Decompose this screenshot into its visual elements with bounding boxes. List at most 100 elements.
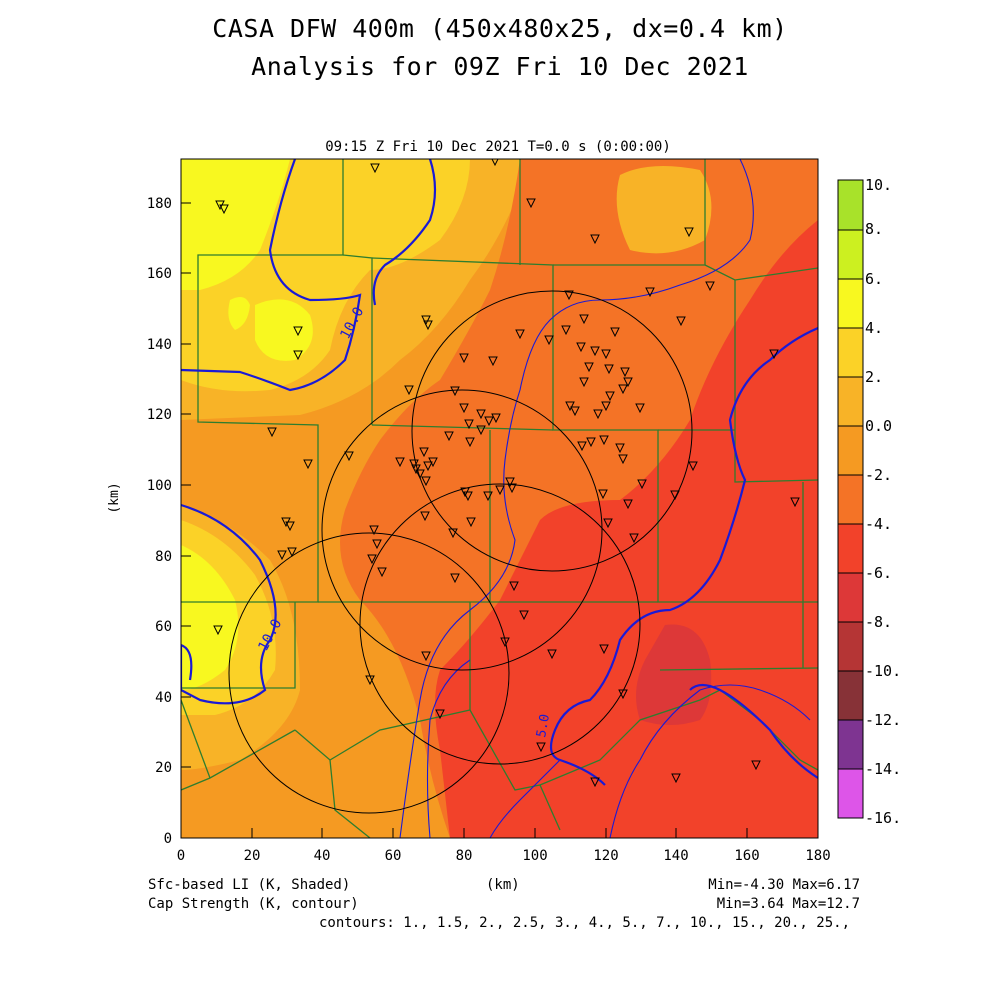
colorbar-label: -12. <box>865 711 901 729</box>
station-marker <box>590 234 600 245</box>
y-tick-label: 0 <box>164 831 172 847</box>
colorbar-label: -6. <box>865 564 892 582</box>
station-marker <box>415 469 425 480</box>
station-marker <box>590 777 600 788</box>
station-marker <box>615 443 625 454</box>
station-marker <box>463 491 473 502</box>
station-marker <box>618 454 628 465</box>
station-marker <box>370 163 380 174</box>
station-marker <box>688 461 698 472</box>
station-marker <box>448 528 458 539</box>
colorbar-label: -4. <box>865 515 892 533</box>
x-tick-label: 60 <box>385 848 402 864</box>
station-marker <box>576 342 586 353</box>
station-marker <box>421 651 431 662</box>
station-marker <box>367 554 377 565</box>
station-marker <box>435 709 445 720</box>
station-marker <box>365 675 375 686</box>
li-band-6-8 <box>181 159 290 290</box>
station-marker <box>507 483 517 494</box>
colorbar-labels: 10. 8. 6. 4. 2. 0.0 -2. -4. -6. -8. -10.… <box>865 176 901 827</box>
station-marker <box>213 625 223 636</box>
station-markers <box>213 159 800 788</box>
y-tick-label: 20 <box>155 760 172 776</box>
station-marker <box>790 497 800 508</box>
colorbar-swatch <box>837 768 864 819</box>
station-marker <box>500 637 510 648</box>
colorbar-swatch <box>837 719 864 770</box>
station-marker <box>515 329 525 340</box>
station-marker <box>604 364 614 375</box>
li-band-6-8-west <box>181 545 239 690</box>
station-marker <box>464 419 474 430</box>
station-marker <box>601 349 611 360</box>
station-marker <box>459 403 469 414</box>
station-marker <box>476 409 486 420</box>
station-marker <box>618 689 628 700</box>
station-marker <box>586 437 596 448</box>
x-tick-labels: 0 20 40 60 80 100 120 140 160 180 <box>177 848 831 864</box>
station-marker <box>428 457 438 468</box>
contour-levels: contours: 1., 1.5, 2., 2.5, 3., 4., 5., … <box>318 915 850 931</box>
station-marker <box>577 441 587 452</box>
station-marker <box>547 649 557 660</box>
station-marker <box>505 477 515 488</box>
station-marker <box>598 489 608 500</box>
li-band-minus6-minus4 <box>636 624 712 725</box>
y-tick-label: 180 <box>147 196 172 212</box>
y-tick-label: 40 <box>155 690 172 706</box>
colorbar-label: -14. <box>865 760 901 778</box>
station-marker <box>369 525 379 536</box>
radar-ring <box>411 290 693 572</box>
station-marker <box>491 413 501 424</box>
li-band-minus2-0-ne-hole <box>616 166 712 254</box>
station-marker <box>769 349 779 360</box>
station-marker <box>610 327 620 338</box>
colorbar-label: 6. <box>865 270 883 288</box>
station-marker <box>603 518 613 529</box>
colorbar-label: 2. <box>865 368 883 386</box>
x-tick-label: 140 <box>663 848 688 864</box>
station-marker <box>476 425 486 436</box>
x-axis-label: (km) <box>486 877 520 893</box>
station-marker <box>605 391 615 402</box>
colorbar-swatch <box>837 179 864 231</box>
station-marker <box>519 610 529 621</box>
colorbar-label: 0.0 <box>865 417 892 435</box>
li-band-6-8-spot <box>255 299 313 361</box>
station-marker <box>450 573 460 584</box>
x-tick-label: 120 <box>593 848 618 864</box>
y-tick-labels: 0 20 40 60 80 100 120 140 160 180 <box>147 196 172 847</box>
station-marker <box>509 581 519 592</box>
station-marker <box>579 377 589 388</box>
station-marker <box>495 485 505 496</box>
station-marker <box>409 459 419 470</box>
station-marker <box>561 325 571 336</box>
station-marker <box>601 401 611 412</box>
station-marker <box>484 416 494 427</box>
station-marker <box>344 451 354 462</box>
station-marker <box>372 539 382 550</box>
station-marker <box>526 198 536 209</box>
x-tick-label: 180 <box>805 848 830 864</box>
station-marker <box>491 159 499 167</box>
axis-ticks <box>180 202 819 839</box>
y-axis-label: (km) <box>107 482 122 513</box>
x-tick-label: 0 <box>177 848 185 864</box>
station-marker <box>285 521 295 532</box>
station-marker <box>423 461 433 472</box>
shaded-field <box>181 159 818 838</box>
station-marker <box>671 773 681 784</box>
colorbar-label: -8. <box>865 613 892 631</box>
station-marker <box>645 287 655 298</box>
station-marker <box>637 479 647 490</box>
colorbar-swatch <box>837 327 864 378</box>
colorbar-swatch <box>837 229 864 280</box>
x-tick-label: 80 <box>456 848 473 864</box>
station-marker <box>404 385 414 396</box>
y-tick-label: 80 <box>155 549 172 565</box>
colorbar <box>837 179 864 819</box>
station-marker <box>623 377 633 388</box>
colorbar-swatch <box>837 572 864 623</box>
